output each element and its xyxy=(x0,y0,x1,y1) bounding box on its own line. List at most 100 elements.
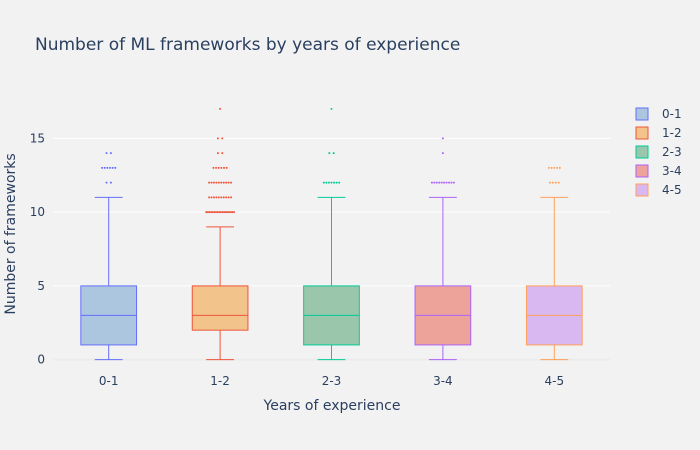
legend: 0-1 1-2 2-3 3-4 4-5 xyxy=(635,107,682,197)
outlier-point xyxy=(229,211,232,214)
outlier-point xyxy=(215,196,218,199)
outlier-point xyxy=(215,166,218,169)
outlier-point xyxy=(226,211,229,214)
outlier-point xyxy=(441,152,444,155)
legend-swatch xyxy=(635,107,649,121)
outlier-point xyxy=(338,181,341,184)
outlier-point xyxy=(225,181,228,184)
outlier-point xyxy=(220,181,223,184)
y-tick-label: 0 xyxy=(37,353,45,367)
outlier-point xyxy=(210,211,213,214)
outlier-point xyxy=(217,166,220,169)
outlier-point xyxy=(233,211,236,214)
outlier-point xyxy=(441,137,444,140)
outlier-point xyxy=(101,166,104,169)
outlier-point xyxy=(430,181,433,184)
outlier-point xyxy=(215,181,218,184)
outlier-point xyxy=(206,211,209,214)
outlier-point xyxy=(333,181,336,184)
outlier-point xyxy=(224,211,227,214)
outlier-point xyxy=(231,211,234,214)
outlier-point xyxy=(225,196,228,199)
outlier-point xyxy=(322,181,325,184)
legend-label: 1-2 xyxy=(662,126,682,140)
outlier-point xyxy=(213,211,216,214)
legend-item-3-4: 3-4 xyxy=(635,164,682,178)
x-tick-label: 1-2 xyxy=(210,374,230,388)
outlier-point xyxy=(212,181,215,184)
legend-swatch xyxy=(635,164,649,178)
outlier-point xyxy=(222,196,225,199)
outlier-point xyxy=(551,181,554,184)
outlier-point xyxy=(106,166,109,169)
outlier-point xyxy=(330,181,333,184)
outlier-point xyxy=(109,166,112,169)
outlier-point xyxy=(103,166,106,169)
outlier-point xyxy=(438,181,441,184)
outlier-point xyxy=(221,137,224,140)
outlier-point xyxy=(219,211,222,214)
outlier-point xyxy=(219,107,222,110)
outlier-point xyxy=(225,166,228,169)
outlier-point xyxy=(217,196,220,199)
outlier-point xyxy=(228,211,231,214)
x-tick-label: 2-3 xyxy=(322,374,342,388)
outlier-point xyxy=(105,152,108,155)
outlier-point xyxy=(218,211,221,214)
box-series-2-3 xyxy=(303,107,360,361)
outlier-point xyxy=(550,166,553,169)
outlier-point xyxy=(440,181,443,184)
outlier-point xyxy=(221,211,224,214)
outlier-point xyxy=(105,181,108,184)
outlier-point xyxy=(335,181,338,184)
legend-item-4-5: 4-5 xyxy=(635,183,682,197)
outlier-point xyxy=(220,196,223,199)
outlier-point xyxy=(554,181,557,184)
box-series-0-1 xyxy=(80,152,138,361)
outlier-point xyxy=(443,181,446,184)
outlier-point xyxy=(109,181,112,184)
outlier-point xyxy=(216,152,219,155)
outlier-point xyxy=(211,211,214,214)
outlier-point xyxy=(109,152,112,155)
legend-item-2-3: 2-3 xyxy=(635,145,682,159)
outlier-point xyxy=(212,166,215,169)
outlier-point xyxy=(452,181,455,184)
legend-swatch xyxy=(635,126,649,140)
outlier-point xyxy=(557,181,560,184)
outlier-point xyxy=(230,181,233,184)
outlier-point xyxy=(558,166,561,169)
x-axis-title: Years of experience xyxy=(263,398,401,414)
box-series-3-4 xyxy=(414,137,472,361)
outlier-point xyxy=(223,166,226,169)
outlier-point xyxy=(216,211,219,214)
outlier-point xyxy=(210,196,213,199)
outlier-point xyxy=(448,181,451,184)
legend-swatch xyxy=(635,183,649,197)
outlier-point xyxy=(445,181,448,184)
outlier-point xyxy=(325,181,328,184)
iqr-box xyxy=(191,285,249,331)
chart-title: Number of ML frameworks by years of expe… xyxy=(35,35,460,55)
outlier-point xyxy=(230,196,233,199)
outlier-point xyxy=(332,152,335,155)
outlier-point xyxy=(210,181,213,184)
outlier-point xyxy=(217,181,220,184)
outlier-point xyxy=(205,211,208,214)
x-tick-label: 0-1 xyxy=(99,374,119,388)
legend-item-0-1: 0-1 xyxy=(635,107,682,121)
x-tick-label: 3-4 xyxy=(433,374,453,388)
y-tick-label: 5 xyxy=(37,279,45,293)
outlier-point xyxy=(223,211,226,214)
outlier-point xyxy=(216,137,219,140)
plot-layer xyxy=(80,107,583,361)
outlier-point xyxy=(547,166,550,169)
y-tick-label: 15 xyxy=(30,131,45,145)
legend-label: 4-5 xyxy=(662,183,682,197)
outlier-point xyxy=(553,166,556,169)
outlier-point xyxy=(220,166,223,169)
outlier-point xyxy=(208,181,211,184)
x-tick-label: 4-5 xyxy=(544,374,564,388)
